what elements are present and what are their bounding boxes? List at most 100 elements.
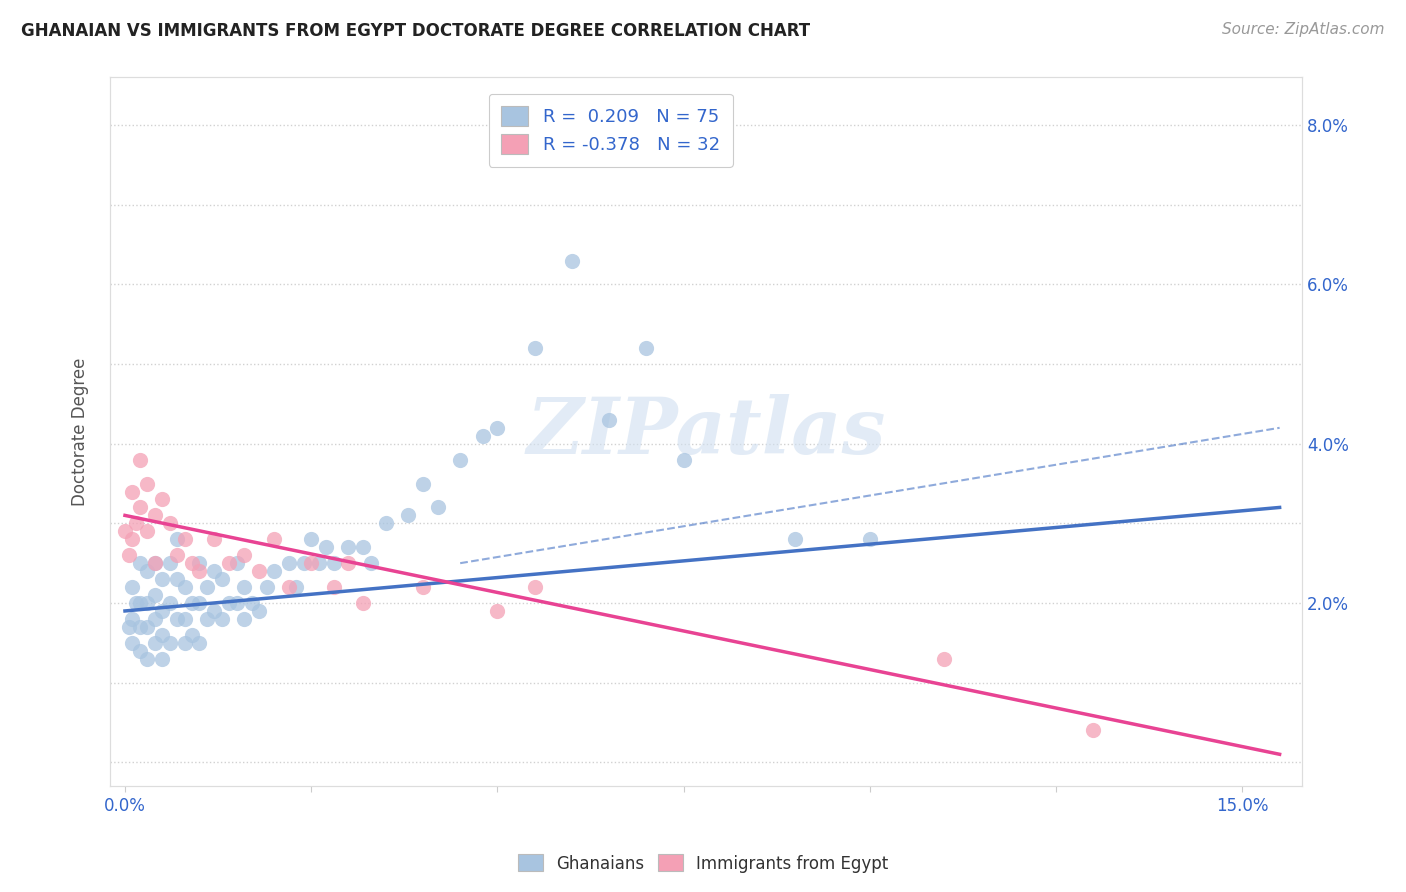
Y-axis label: Doctorate Degree: Doctorate Degree — [72, 358, 89, 506]
Point — [173, 580, 195, 594]
Point — [118, 548, 141, 562]
Point — [292, 556, 315, 570]
Point — [128, 596, 150, 610]
Point — [859, 533, 882, 547]
Point — [173, 636, 195, 650]
Point — [233, 580, 256, 594]
Point — [322, 556, 344, 570]
Point — [173, 612, 195, 626]
Point — [277, 580, 299, 594]
Legend: R =  0.209   N = 75, R = -0.378   N = 32: R = 0.209 N = 75, R = -0.378 N = 32 — [489, 94, 733, 167]
Point — [308, 556, 330, 570]
Point — [143, 588, 166, 602]
Point — [128, 620, 150, 634]
Point — [150, 604, 173, 618]
Point — [114, 524, 136, 539]
Point — [225, 556, 247, 570]
Point — [195, 612, 218, 626]
Point — [128, 644, 150, 658]
Point — [121, 580, 143, 594]
Point — [263, 533, 285, 547]
Point — [233, 548, 256, 562]
Point — [159, 636, 181, 650]
Point — [211, 612, 233, 626]
Point — [136, 651, 159, 665]
Point — [159, 556, 181, 570]
Point — [449, 452, 471, 467]
Point — [412, 476, 434, 491]
Point — [181, 596, 204, 610]
Point — [121, 533, 143, 547]
Point — [143, 556, 166, 570]
Point — [486, 604, 509, 618]
Point — [233, 612, 256, 626]
Point — [166, 548, 188, 562]
Point — [150, 628, 173, 642]
Point — [188, 564, 211, 578]
Point — [125, 596, 148, 610]
Point — [166, 572, 188, 586]
Point — [188, 636, 211, 650]
Point — [202, 604, 225, 618]
Point — [337, 541, 360, 555]
Point — [150, 492, 173, 507]
Point — [247, 564, 270, 578]
Point — [315, 541, 337, 555]
Point — [121, 484, 143, 499]
Point — [188, 596, 211, 610]
Point — [636, 341, 658, 355]
Point — [159, 516, 181, 531]
Point — [396, 508, 419, 523]
Point — [360, 556, 382, 570]
Point — [188, 556, 211, 570]
Point — [195, 580, 218, 594]
Point — [128, 500, 150, 515]
Point — [150, 572, 173, 586]
Point — [523, 580, 546, 594]
Point — [256, 580, 278, 594]
Point — [337, 556, 360, 570]
Point — [471, 429, 494, 443]
Point — [263, 564, 285, 578]
Point — [240, 596, 263, 610]
Point — [121, 636, 143, 650]
Point — [202, 564, 225, 578]
Legend: Ghanaians, Immigrants from Egypt: Ghanaians, Immigrants from Egypt — [512, 847, 894, 880]
Point — [136, 596, 159, 610]
Text: ZIPatlas: ZIPatlas — [526, 393, 886, 470]
Point — [374, 516, 396, 531]
Point — [322, 580, 344, 594]
Point — [561, 253, 583, 268]
Point — [285, 580, 308, 594]
Point — [710, 118, 733, 132]
Point — [412, 580, 434, 594]
Point — [598, 413, 620, 427]
Point — [136, 524, 159, 539]
Point — [202, 533, 225, 547]
Point — [299, 556, 322, 570]
Point — [785, 533, 807, 547]
Point — [136, 476, 159, 491]
Point — [166, 533, 188, 547]
Point — [173, 533, 195, 547]
Point — [277, 556, 299, 570]
Point — [211, 572, 233, 586]
Point — [143, 556, 166, 570]
Point — [136, 620, 159, 634]
Point — [166, 612, 188, 626]
Point — [426, 500, 449, 515]
Text: GHANAIAN VS IMMIGRANTS FROM EGYPT DOCTORATE DEGREE CORRELATION CHART: GHANAIAN VS IMMIGRANTS FROM EGYPT DOCTOR… — [21, 22, 810, 40]
Point — [118, 620, 141, 634]
Point — [125, 516, 148, 531]
Point — [1083, 723, 1105, 738]
Point — [159, 596, 181, 610]
Point — [299, 533, 322, 547]
Point — [128, 556, 150, 570]
Point — [523, 341, 546, 355]
Point — [352, 541, 374, 555]
Point — [934, 651, 956, 665]
Point — [150, 651, 173, 665]
Point — [486, 421, 509, 435]
Point — [218, 596, 240, 610]
Point — [247, 604, 270, 618]
